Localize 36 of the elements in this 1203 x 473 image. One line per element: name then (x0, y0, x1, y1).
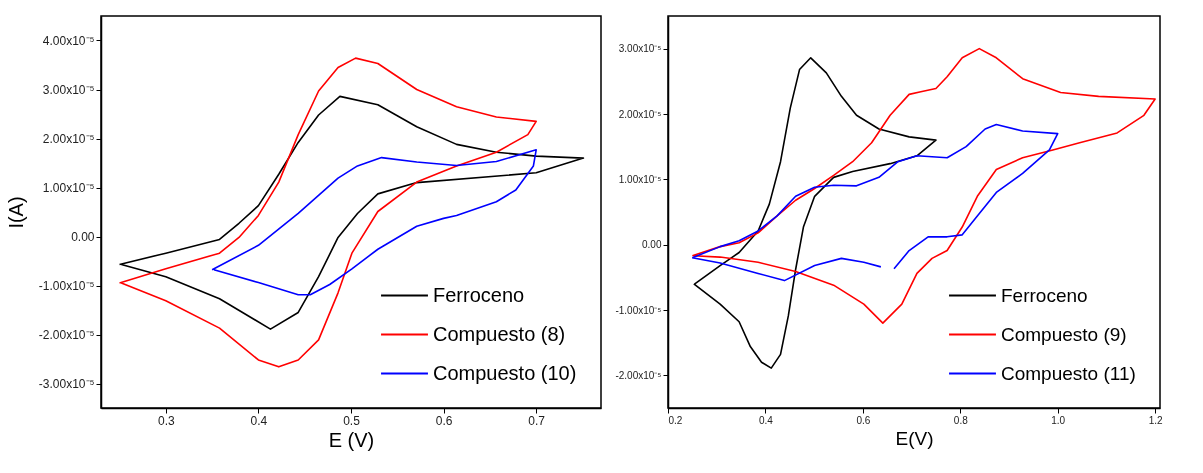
y-tick-label: 3.00x10⁻⁵ (42, 83, 95, 97)
legend-label: Compuesto (8) (433, 322, 566, 345)
x-tick-label: 1.2 (1148, 414, 1164, 426)
y-tick-label: 0.00 (71, 230, 95, 244)
x-axis-title: E(V) (895, 427, 934, 449)
y-tick-label: 2.00x10⁻⁵ (42, 132, 95, 146)
x-tick-label: 1.0 (1051, 414, 1066, 426)
legend-label: Ferroceno (433, 283, 525, 306)
y-tick-label: -3.00x10⁻⁵ (38, 377, 95, 391)
y-tick-label: -1.00x10⁻⁵ (38, 279, 95, 293)
y-tick-label: -2.00x10⁻⁵ (38, 328, 95, 342)
legend-label: Compuesto (11) (1001, 362, 1136, 384)
legend-label: Compuesto (10) (433, 361, 577, 384)
y-tick-label: -1.00x10⁻⁵ (615, 304, 662, 316)
x-tick-label: 0.8 (953, 414, 969, 426)
y-tick-label: 2.00x10⁻⁵ (618, 108, 662, 120)
line-series (691, 47, 1156, 324)
x-tick-label: 0.5 (343, 413, 361, 428)
x-tick-label: 0.6 (856, 414, 871, 426)
legend-label: Compuesto (9) (1001, 323, 1127, 345)
x-tick-label: 0.6 (435, 413, 453, 428)
y-tick-label: 1.00x10⁻⁵ (42, 181, 95, 195)
y-tick-label: -2.00x10⁻⁵ (615, 369, 662, 381)
y-tick-label: 0.00 (642, 239, 662, 251)
legend-label: Ferroceno (1001, 284, 1088, 306)
x-tick-label: 0.2 (668, 414, 683, 426)
x-tick-label: 0.3 (157, 413, 175, 428)
y-tick-label: 1.00x10⁻⁵ (618, 173, 662, 185)
y-tick-label: 4.00x10⁻⁵ (42, 34, 95, 48)
line-series (118, 57, 537, 368)
x-axis-title: E (V) (328, 428, 375, 451)
x-tick-label: 0.7 (528, 413, 546, 428)
x-tick-label: 0.4 (758, 414, 774, 426)
y-tick-label: 3.00x10⁻⁵ (618, 43, 662, 55)
y-axis-title: I(A) (4, 196, 27, 229)
x-tick-label: 0.4 (250, 413, 268, 428)
